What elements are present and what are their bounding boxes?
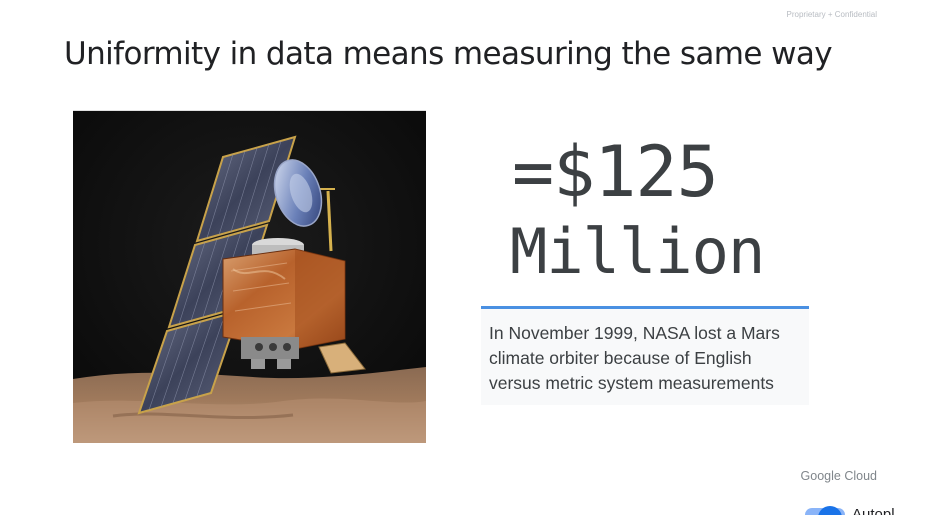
cost-amount: =$125 xyxy=(512,131,719,213)
google-cloud-logo: Google Cloud xyxy=(800,469,877,483)
slide-title: Uniformity in data means measuring the s… xyxy=(64,36,833,72)
autoplay-toggle-knob[interactable] xyxy=(818,506,842,515)
callout-box: In November 1999, NASA lost a Mars clima… xyxy=(481,306,809,405)
callout-text: In November 1999, NASA lost a Mars clima… xyxy=(489,323,780,393)
cost-unit: Million xyxy=(510,215,765,288)
mars-orbiter-image xyxy=(73,110,426,443)
autoplay-label: Autopl xyxy=(852,506,895,515)
confidential-label: Proprietary + Confidential xyxy=(786,10,878,19)
